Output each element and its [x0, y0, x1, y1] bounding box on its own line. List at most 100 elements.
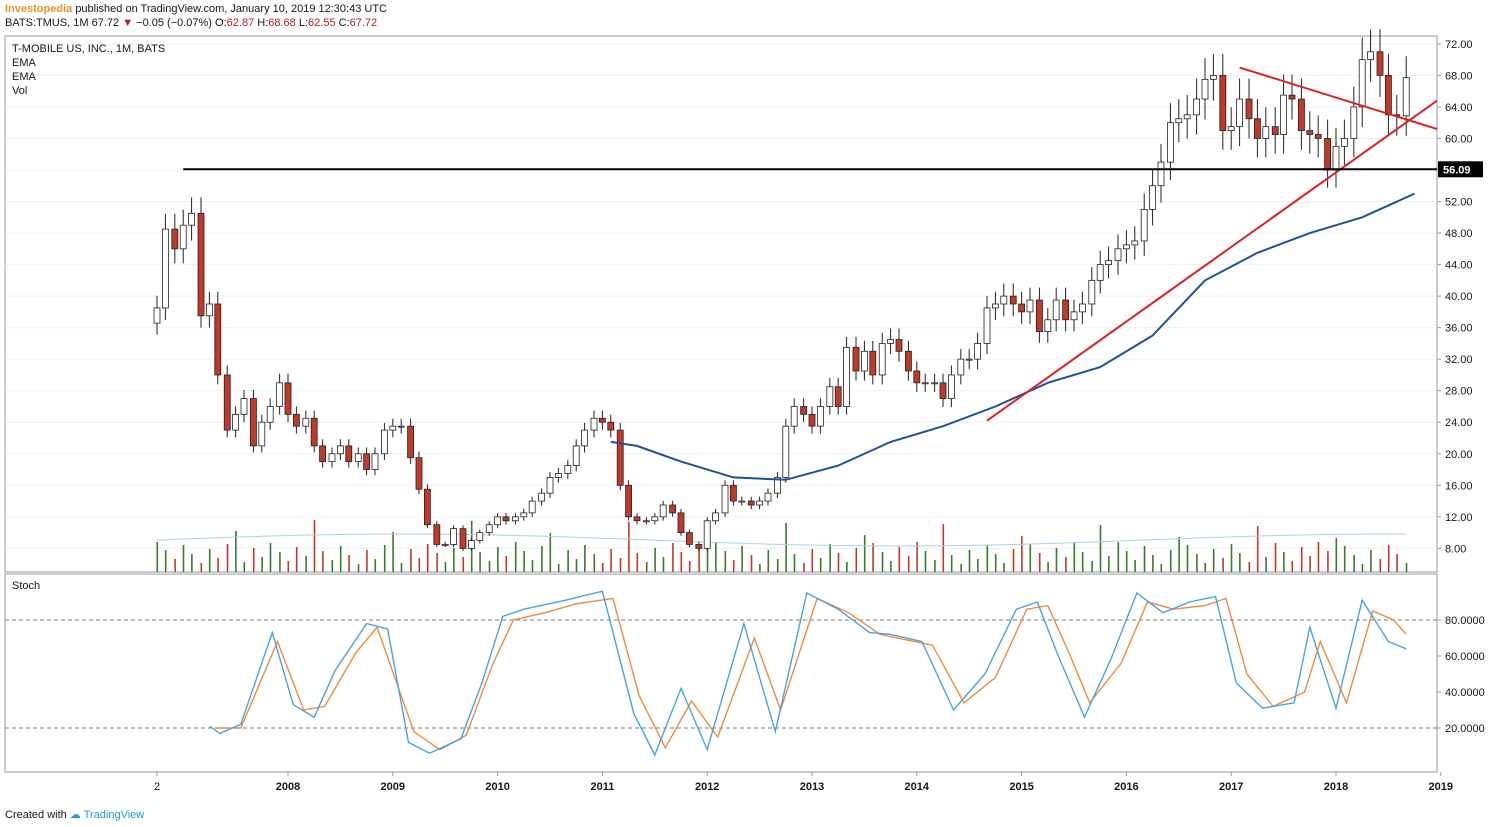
candle[interactable] — [1036, 299, 1043, 332]
candle[interactable] — [502, 516, 510, 522]
candle[interactable] — [441, 544, 449, 546]
candle[interactable] — [1402, 77, 1410, 117]
candle[interactable] — [276, 382, 284, 407]
candle[interactable] — [790, 406, 798, 427]
candle[interactable] — [1288, 94, 1296, 100]
candle[interactable] — [957, 358, 965, 376]
candle[interactable] — [861, 350, 868, 372]
candle[interactable] — [1367, 51, 1374, 61]
candle[interactable] — [266, 406, 274, 423]
candle[interactable] — [258, 421, 266, 447]
candle[interactable] — [1052, 299, 1060, 321]
candle[interactable] — [1088, 279, 1096, 305]
candle[interactable] — [1183, 114, 1191, 120]
candle[interactable] — [1131, 240, 1139, 246]
candle[interactable] — [738, 500, 746, 503]
candle[interactable] — [1114, 248, 1122, 262]
candle[interactable] — [869, 350, 877, 376]
candle[interactable] — [450, 528, 457, 545]
candle[interactable] — [1280, 94, 1287, 135]
candle[interactable] — [345, 445, 353, 463]
candle[interactable] — [485, 524, 493, 533]
trendline[interactable] — [986, 99, 1438, 422]
candle[interactable] — [1324, 138, 1332, 171]
candle[interactable] — [1236, 98, 1243, 128]
candle[interactable] — [1096, 264, 1104, 281]
candle[interactable] — [808, 413, 816, 427]
candle[interactable] — [292, 413, 300, 427]
candle[interactable] — [895, 339, 903, 352]
candle[interactable] — [161, 228, 169, 309]
candle[interactable] — [423, 488, 431, 526]
candle[interactable] — [1332, 145, 1340, 171]
tradingview-brand[interactable]: TradingView — [83, 809, 145, 821]
candle[interactable] — [1350, 106, 1358, 139]
candle[interactable] — [1044, 319, 1052, 332]
candle[interactable] — [826, 386, 834, 407]
candle[interactable] — [1009, 295, 1017, 305]
candle[interactable] — [633, 516, 641, 522]
candle[interactable] — [1105, 260, 1112, 265]
candle[interactable] — [782, 425, 790, 478]
candle[interactable] — [564, 465, 572, 474]
candle[interactable] — [1175, 118, 1183, 124]
candle[interactable] — [992, 303, 999, 309]
candle[interactable] — [1340, 138, 1348, 147]
publisher-name[interactable]: Investopedia — [5, 3, 73, 15]
candle[interactable] — [371, 453, 379, 470]
candle[interactable] — [214, 303, 222, 376]
candle[interactable] — [1271, 126, 1279, 135]
candle[interactable] — [494, 516, 502, 526]
candle[interactable] — [554, 473, 562, 478]
candle[interactable] — [651, 516, 659, 522]
candle[interactable] — [643, 520, 650, 523]
candle[interactable] — [677, 512, 685, 533]
candle[interactable] — [415, 457, 423, 490]
candle[interactable] — [1306, 130, 1314, 135]
candle[interactable] — [223, 374, 231, 431]
candle[interactable] — [302, 417, 310, 427]
candle[interactable] — [476, 532, 484, 541]
candle[interactable] — [1245, 98, 1253, 120]
candle[interactable] — [1123, 244, 1130, 250]
candle[interactable] — [1209, 75, 1217, 80]
candle[interactable] — [590, 417, 598, 431]
candle[interactable] — [581, 429, 588, 447]
candle[interactable] — [1201, 78, 1209, 100]
candle[interactable] — [1070, 311, 1078, 321]
candle[interactable] — [939, 382, 947, 399]
candle[interactable] — [1062, 299, 1070, 321]
candle[interactable] — [389, 425, 397, 431]
candle[interactable] — [1376, 51, 1384, 76]
candle[interactable] — [816, 406, 824, 427]
candle[interactable] — [1140, 209, 1148, 242]
candle[interactable] — [774, 477, 781, 494]
candle[interactable] — [1018, 303, 1025, 313]
candle[interactable] — [764, 492, 772, 502]
candle[interactable] — [947, 374, 955, 399]
candle[interactable] — [528, 500, 536, 514]
candle[interactable] — [852, 346, 860, 372]
candle[interactable] — [1000, 295, 1008, 305]
trendline[interactable] — [1239, 66, 1438, 130]
candle[interactable] — [703, 520, 711, 549]
candle[interactable] — [179, 224, 187, 250]
candle[interactable] — [171, 228, 179, 250]
candle[interactable] — [336, 445, 344, 455]
candle[interactable] — [1385, 75, 1392, 116]
candle[interactable] — [205, 303, 213, 317]
candle[interactable] — [669, 504, 677, 514]
candle[interactable] — [1227, 126, 1235, 131]
candle[interactable] — [240, 398, 248, 415]
candle[interactable] — [319, 445, 326, 463]
candle[interactable] — [467, 540, 475, 549]
candle[interactable] — [250, 398, 257, 447]
candle[interactable] — [512, 516, 519, 522]
candle[interactable] — [747, 500, 755, 506]
candle[interactable] — [310, 417, 318, 447]
candle[interactable] — [913, 370, 921, 384]
candle[interactable] — [407, 425, 415, 459]
candle[interactable] — [607, 421, 615, 431]
candle[interactable] — [1157, 161, 1165, 187]
